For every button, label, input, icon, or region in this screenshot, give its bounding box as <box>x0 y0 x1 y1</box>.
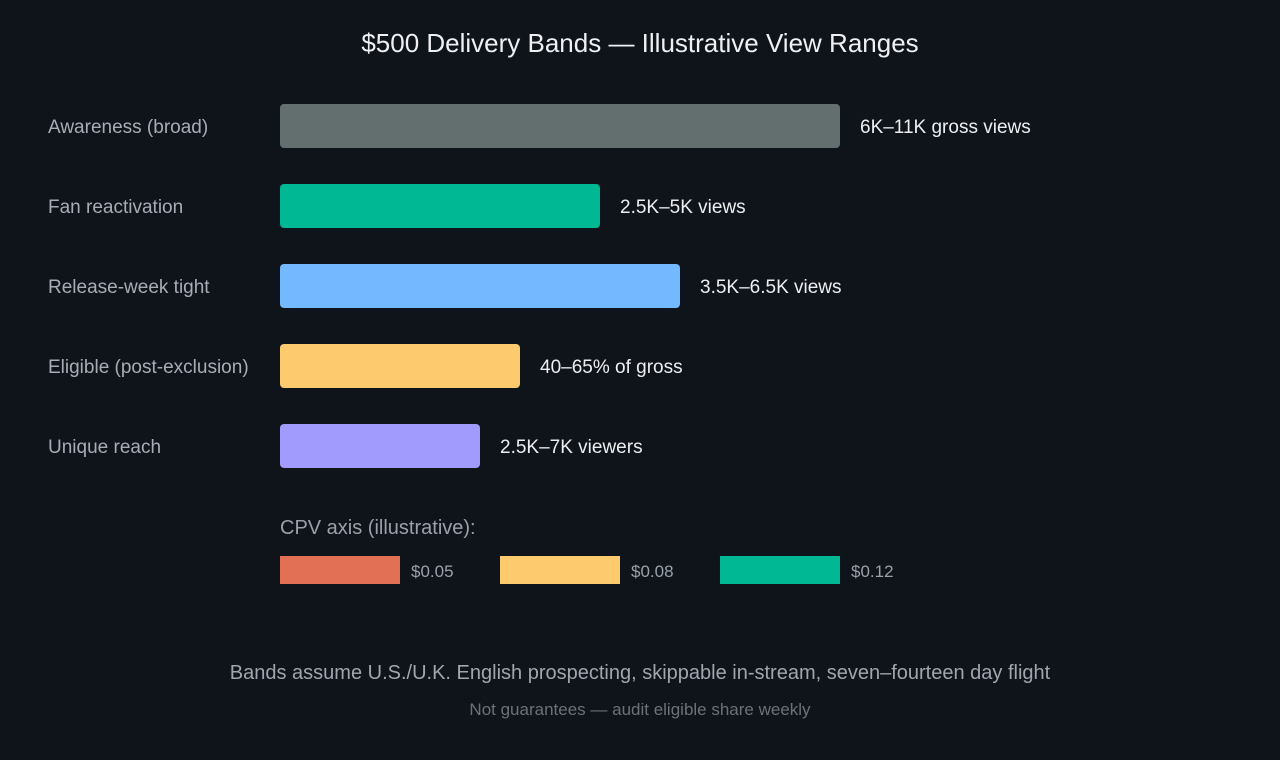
category-label: Unique reach <box>48 437 161 458</box>
legend-label: $0.12 <box>851 562 894 581</box>
bar-value-label: 3.5K–6.5K views <box>700 277 842 298</box>
bar <box>280 344 520 388</box>
legend-label: $0.05 <box>411 562 454 581</box>
bar <box>280 424 480 468</box>
chart-footnote: Bands assume U.S./U.K. English prospecti… <box>229 662 1051 684</box>
bar-value-label: 2.5K–5K views <box>620 197 746 218</box>
legend-label: $0.08 <box>631 562 674 581</box>
bar <box>280 184 600 228</box>
bar-value-label: 6K–11K gross views <box>860 117 1031 138</box>
bar <box>280 104 840 148</box>
legend-swatch <box>280 556 400 584</box>
category-label: Eligible (post-exclusion) <box>48 357 249 378</box>
legend-swatch <box>500 556 620 584</box>
category-label: Fan reactivation <box>48 197 183 218</box>
category-label: Awareness (broad) <box>48 117 208 138</box>
legend-title: CPV axis (illustrative): <box>280 517 476 539</box>
chart-title: $500 Delivery Bands — Illustrative View … <box>361 28 919 58</box>
category-label: Release-week tight <box>48 277 210 298</box>
bar-value-label: 2.5K–7K viewers <box>500 437 643 458</box>
legend-swatch <box>720 556 840 584</box>
chart-subnote: Not guarantees — audit eligible share we… <box>469 700 811 719</box>
bar-chart: Awareness (broad) 6K–11K gross views Fan r… <box>48 104 1031 468</box>
bar <box>280 264 680 308</box>
bar-value-label: 40–65% of gross <box>540 357 683 378</box>
